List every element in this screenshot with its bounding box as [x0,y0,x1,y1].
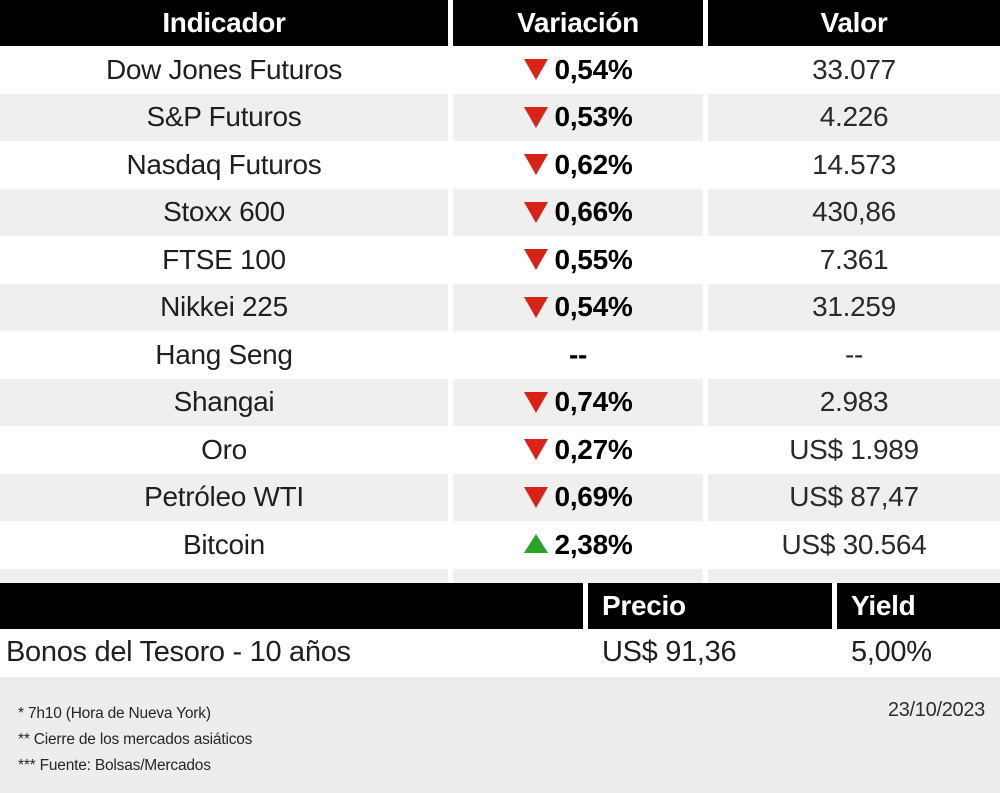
value-cell: 2.983 [708,378,1000,426]
table-row: Bitcoin 2,38% US$ 30.564 [0,521,1000,569]
table-row: Nikkei 225 0,54% 31.259 [0,283,1000,331]
table-row: Stoxx 600 0,66% 430,86 [0,188,1000,236]
trend-triangle-icon [523,486,548,508]
variation-value: 0,27% [554,433,633,465]
bonds-table: Precio Yield Bonos del Tesoro - 10 años … [0,582,1000,677]
table-row: Nasdaq Futuros 0,62% 14.573 [0,141,1000,189]
bond-name-cell: Bonos del Tesoro - 10 años [0,628,583,677]
value-cell: 7.361 [708,236,1000,284]
trend-triangle-icon [523,534,548,554]
trend-triangle-icon [523,59,548,81]
footnote-asian-markets: ** Cierre de los mercados asiáticos [18,730,253,748]
value-cell: 31.259 [708,283,1000,331]
indicators-table: Indicador Variación Valor Dow Jones Futu… [0,0,1000,583]
indicator-cell: Nikkei 225 [0,283,448,331]
header-cell-price: Precio [588,582,832,629]
trend-triangle-icon [523,249,548,271]
header-cell-variation: Variación [453,0,703,46]
spacer-cell [453,568,703,583]
value-cell: 33.077 [708,46,1000,94]
trend-triangle-icon [523,154,548,176]
value-cell: 430,86 [708,188,1000,236]
table-row: S&P Futuros 0,53% 4.226 [0,93,1000,141]
indicator-cell: Stoxx 600 [0,188,448,236]
variation-cell: -- [453,331,703,379]
value-cell: -- [708,331,1000,379]
table-row: Petróleo WTI 0,69% US$ 87,47 [0,473,1000,521]
value-cell: US$ 30.564 [708,521,1000,569]
indicator-cell: Nasdaq Futuros [0,141,448,189]
table-row: Oro 0,27% US$ 1.989 [0,426,1000,474]
variation-cell: 0,74% [453,378,703,426]
variation-value: 2,38% [554,528,633,560]
variation-value: 0,62% [554,148,633,180]
variation-cell: 0,66% [453,188,703,236]
indicator-cell: FTSE 100 [0,236,448,284]
variation-value: -- [568,338,588,370]
header-cell-empty [0,582,583,629]
footnote-source: *** Fuente: Bolsas/Mercados [18,756,211,774]
spacer-row [0,568,1000,583]
table-row: FTSE 100 0,55% 7.361 [0,236,1000,284]
variation-cell: 2,38% [453,521,703,569]
indicator-cell: Bitcoin [0,521,448,569]
variation-value: 0,74% [554,386,633,418]
table-row: Dow Jones Futuros 0,54% 33.077 [0,46,1000,94]
bonds-data-row: Bonos del Tesoro - 10 años US$ 91,36 5,0… [0,628,1000,677]
bond-yield-cell: 5,00% [837,628,1000,677]
variation-cell: 0,69% [453,473,703,521]
variation-value: 0,54% [554,53,633,85]
spacer-cell [0,568,448,583]
variation-cell: 0,54% [453,46,703,94]
table-header-row: Indicador Variación Valor [0,0,1000,46]
variation-value: 0,55% [554,243,633,275]
date-label: 23/10/2023 [887,698,985,721]
bond-price-cell: US$ 91,36 [588,628,832,677]
variation-cell: 0,62% [453,141,703,189]
variation-cell: 0,27% [453,426,703,474]
variation-value: 0,69% [554,481,633,513]
trend-triangle-icon [523,201,548,223]
indicator-cell: Oro [0,426,448,474]
header-cell-value: Valor [708,0,1000,46]
value-cell: 4.226 [708,93,1000,141]
variation-value: 0,54% [554,291,633,323]
variation-value: 0,66% [554,196,633,228]
value-cell: US$ 87,47 [708,473,1000,521]
table-row: Shangai 0,74% 2.983 [0,378,1000,426]
indicator-cell: Petróleo WTI [0,473,448,521]
bonds-header-row: Precio Yield [0,582,1000,629]
indicator-cell: S&P Futuros [0,93,448,141]
indicator-cell: Dow Jones Futuros [0,46,448,94]
value-cell: US$ 1.989 [708,426,1000,474]
table-row: Hang Seng -- -- [0,331,1000,379]
spacer-cell [708,568,1000,583]
footnote-time: * 7h10 (Hora de Nueva York) [18,704,211,722]
variation-cell: 0,55% [453,236,703,284]
trend-triangle-icon [523,106,548,128]
indicator-cell: Hang Seng [0,331,448,379]
footnotes-section: * 7h10 (Hora de Nueva York) ** Cierre de… [0,676,1000,793]
trend-triangle-icon [523,439,548,461]
variation-cell: 0,54% [453,283,703,331]
header-cell-yield: Yield [837,582,1000,629]
indicator-cell: Shangai [0,378,448,426]
variation-value: 0,53% [554,101,633,133]
value-cell: 14.573 [708,141,1000,189]
variation-cell: 0,53% [453,93,703,141]
trend-triangle-icon [523,296,548,318]
header-cell-indicator: Indicador [0,0,448,46]
trend-triangle-icon [523,391,548,413]
